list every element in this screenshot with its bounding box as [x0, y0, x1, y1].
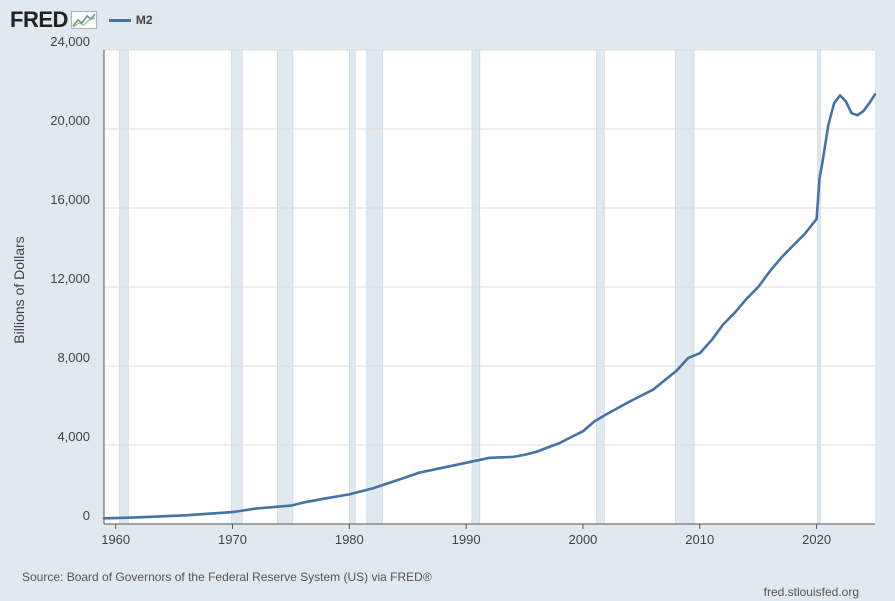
x-tick-label: 1990 [452, 532, 481, 547]
axes: 0 4,000 8,000 12,000 16,000 20,000 24,000 1960 1… [50, 34, 875, 547]
y-tick-label: 16,000 [50, 192, 90, 207]
y-tick-label: 20,000 [50, 113, 90, 128]
fred-url-link[interactable]: fred.stlouisfed.org [763, 585, 859, 599]
chart-header: FRED M2 [10, 7, 153, 32]
x-tick-label: 2020 [802, 532, 831, 547]
y-tick-label: 4,000 [57, 429, 90, 444]
gridlines [104, 49, 875, 446]
line-graph-icon [70, 11, 97, 29]
series-line-m2 [102, 93, 877, 520]
x-tick-label: 1980 [335, 532, 364, 547]
legend-swatch [108, 18, 131, 22]
x-tick-label: 2010 [685, 532, 714, 547]
y-tick-label: 12,000 [50, 271, 90, 286]
y-tick-label: 24,000 [50, 34, 90, 49]
x-tick-label: 2000 [568, 532, 597, 547]
fred-logo[interactable]: FRED [10, 7, 68, 32]
legend-label-m2: M2 [135, 13, 153, 27]
x-tick-label: 1970 [218, 532, 247, 547]
y-tick-label: 8,000 [57, 350, 90, 365]
x-tick-label: 1960 [101, 532, 130, 547]
chart-legend[interactable]: M2 [108, 13, 153, 27]
y-tick-label: 0 [83, 508, 90, 523]
series-lines [102, 93, 877, 520]
source-note: Source: Board of Governors of the Federa… [22, 570, 432, 584]
y-axis-label: Billions of Dollars [11, 236, 27, 343]
